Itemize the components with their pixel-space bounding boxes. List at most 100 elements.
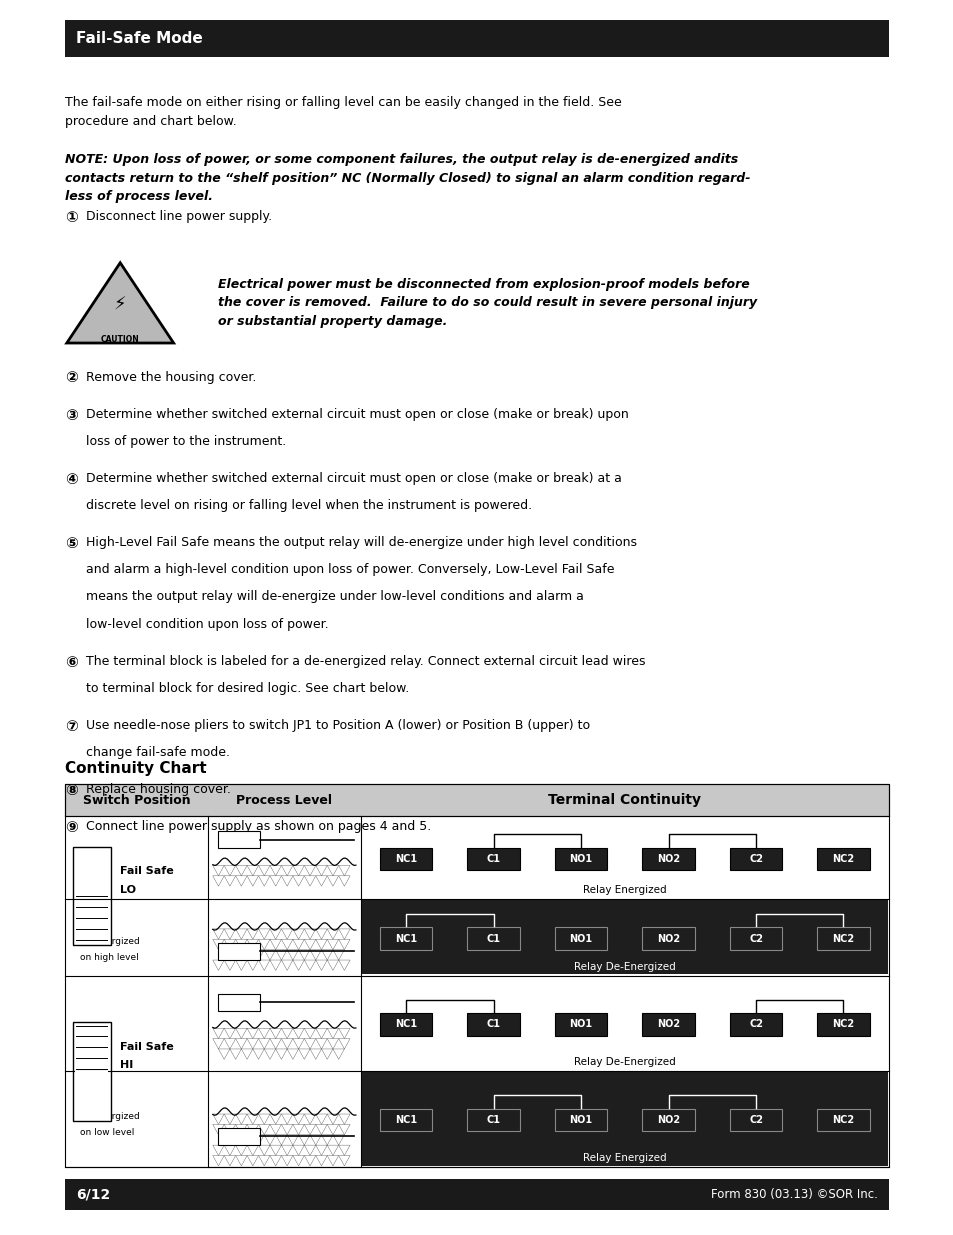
FancyBboxPatch shape — [555, 927, 607, 950]
Text: HI: HI — [120, 1060, 133, 1071]
Text: ①: ① — [65, 210, 77, 225]
FancyBboxPatch shape — [217, 1128, 260, 1145]
Text: Continuity Chart: Continuity Chart — [65, 761, 206, 776]
Text: NO2: NO2 — [657, 853, 679, 864]
FancyBboxPatch shape — [72, 1023, 111, 1121]
Text: and alarm a high-level condition upon loss of power. Conversely, Low-Level Fail : and alarm a high-level condition upon lo… — [86, 563, 614, 577]
Text: 6/12: 6/12 — [76, 1188, 111, 1202]
Text: NC2: NC2 — [832, 1115, 854, 1125]
Text: ④: ④ — [65, 472, 77, 487]
Text: CAUTION: CAUTION — [101, 335, 139, 343]
Text: NC2: NC2 — [832, 934, 854, 944]
FancyBboxPatch shape — [379, 1109, 432, 1131]
Text: Determine whether switched external circuit must open or close (make or break) u: Determine whether switched external circ… — [86, 408, 628, 421]
Text: C1: C1 — [486, 1019, 500, 1030]
FancyBboxPatch shape — [65, 1179, 888, 1210]
Text: ⑨: ⑨ — [65, 820, 77, 835]
Text: The fail-safe mode on either rising or falling level can be easily changed in th: The fail-safe mode on either rising or f… — [65, 96, 621, 128]
FancyBboxPatch shape — [817, 927, 869, 950]
FancyBboxPatch shape — [75, 1071, 108, 1116]
Text: NC1: NC1 — [395, 853, 416, 864]
FancyBboxPatch shape — [75, 851, 108, 897]
Text: Switch Position: Switch Position — [83, 794, 190, 806]
FancyBboxPatch shape — [467, 847, 519, 869]
FancyBboxPatch shape — [555, 1013, 607, 1035]
FancyBboxPatch shape — [217, 994, 260, 1011]
Text: NC1: NC1 — [395, 1019, 416, 1030]
Text: NO2: NO2 — [657, 934, 679, 944]
Text: Relay De-Energized: Relay De-Energized — [574, 962, 675, 972]
Text: C2: C2 — [748, 1019, 762, 1030]
Text: Determine whether switched external circuit must open or close (make or break) a: Determine whether switched external circ… — [86, 472, 621, 485]
Text: to terminal block for desired logic. See chart below.: to terminal block for desired logic. See… — [86, 682, 409, 695]
Text: ③: ③ — [65, 408, 77, 422]
Text: NC2: NC2 — [832, 853, 854, 864]
FancyBboxPatch shape — [729, 847, 781, 869]
FancyBboxPatch shape — [217, 831, 260, 848]
FancyBboxPatch shape — [729, 1013, 781, 1035]
FancyBboxPatch shape — [641, 1109, 694, 1131]
Text: Relay Energized: Relay Energized — [582, 885, 666, 895]
Text: NO2: NO2 — [657, 1115, 679, 1125]
FancyBboxPatch shape — [217, 942, 260, 960]
Text: Fail Safe: Fail Safe — [120, 1041, 173, 1052]
FancyBboxPatch shape — [817, 1013, 869, 1035]
Text: NC1: NC1 — [395, 1115, 416, 1125]
Text: means the output relay will de-energize under low-level conditions and alarm a: means the output relay will de-energize … — [86, 590, 583, 604]
FancyBboxPatch shape — [65, 784, 888, 816]
Text: NC1: NC1 — [395, 934, 416, 944]
Text: ⑤: ⑤ — [65, 536, 77, 551]
Polygon shape — [67, 263, 173, 343]
FancyBboxPatch shape — [555, 1109, 607, 1131]
Text: NC2: NC2 — [832, 1019, 854, 1030]
Text: de-energized: de-energized — [80, 1112, 140, 1121]
Text: Use needle-nose pliers to switch JP1 to Position A (lower) or Position B (upper): Use needle-nose pliers to switch JP1 to … — [86, 719, 589, 732]
Text: ⑧: ⑧ — [65, 783, 77, 798]
Text: NO1: NO1 — [569, 853, 592, 864]
Text: Relay Energized: Relay Energized — [582, 1153, 666, 1163]
FancyBboxPatch shape — [729, 1109, 781, 1131]
FancyBboxPatch shape — [379, 847, 432, 869]
FancyBboxPatch shape — [361, 900, 887, 974]
FancyBboxPatch shape — [361, 1072, 887, 1166]
FancyBboxPatch shape — [729, 927, 781, 950]
Text: Electrical power must be disconnected from explosion-proof models before
the cov: Electrical power must be disconnected fr… — [217, 278, 756, 327]
Text: Disconnect line power supply.: Disconnect line power supply. — [86, 210, 272, 224]
Text: C1: C1 — [486, 934, 500, 944]
FancyBboxPatch shape — [555, 847, 607, 869]
Text: discrete level on rising or falling level when the instrument is powered.: discrete level on rising or falling leve… — [86, 499, 532, 513]
Text: NOTE: Upon loss of power, or some component failures, the output relay is de-ene: NOTE: Upon loss of power, or some compon… — [65, 153, 750, 203]
Text: Relay De-Energized: Relay De-Energized — [574, 1057, 675, 1067]
FancyBboxPatch shape — [467, 927, 519, 950]
FancyBboxPatch shape — [72, 847, 111, 946]
Text: on low level: on low level — [80, 1129, 134, 1137]
Text: ⑥: ⑥ — [65, 655, 77, 669]
Text: low-level condition upon loss of power.: low-level condition upon loss of power. — [86, 618, 328, 631]
FancyBboxPatch shape — [641, 847, 694, 869]
Text: Terminal Continuity: Terminal Continuity — [548, 793, 700, 808]
Text: C1: C1 — [486, 853, 500, 864]
Text: High-Level Fail Safe means the output relay will de-energize under high level co: High-Level Fail Safe means the output re… — [86, 536, 637, 550]
FancyBboxPatch shape — [817, 847, 869, 869]
Text: C2: C2 — [748, 853, 762, 864]
Text: change fail-safe mode.: change fail-safe mode. — [86, 746, 230, 760]
Text: Fail-Safe Mode: Fail-Safe Mode — [76, 31, 203, 47]
Text: NO2: NO2 — [657, 1019, 679, 1030]
Text: ⑦: ⑦ — [65, 719, 77, 734]
FancyBboxPatch shape — [379, 1013, 432, 1035]
Text: Relay: Relay — [80, 1097, 105, 1105]
Text: Replace housing cover.: Replace housing cover. — [86, 783, 231, 797]
Text: loss of power to the instrument.: loss of power to the instrument. — [86, 435, 286, 448]
FancyBboxPatch shape — [467, 1013, 519, 1035]
Text: Connect line power supply as shown on pages 4 and 5.: Connect line power supply as shown on pa… — [86, 820, 431, 834]
Text: C2: C2 — [748, 934, 762, 944]
FancyBboxPatch shape — [467, 1109, 519, 1131]
Text: de-energized: de-energized — [80, 937, 140, 946]
Text: NO1: NO1 — [569, 1019, 592, 1030]
FancyBboxPatch shape — [641, 927, 694, 950]
Text: Form 830 (03.13) ©SOR Inc.: Form 830 (03.13) ©SOR Inc. — [710, 1188, 877, 1202]
Text: NO1: NO1 — [569, 934, 592, 944]
Text: C1: C1 — [486, 1115, 500, 1125]
Text: LO: LO — [120, 884, 136, 895]
Text: on high level: on high level — [80, 953, 139, 962]
